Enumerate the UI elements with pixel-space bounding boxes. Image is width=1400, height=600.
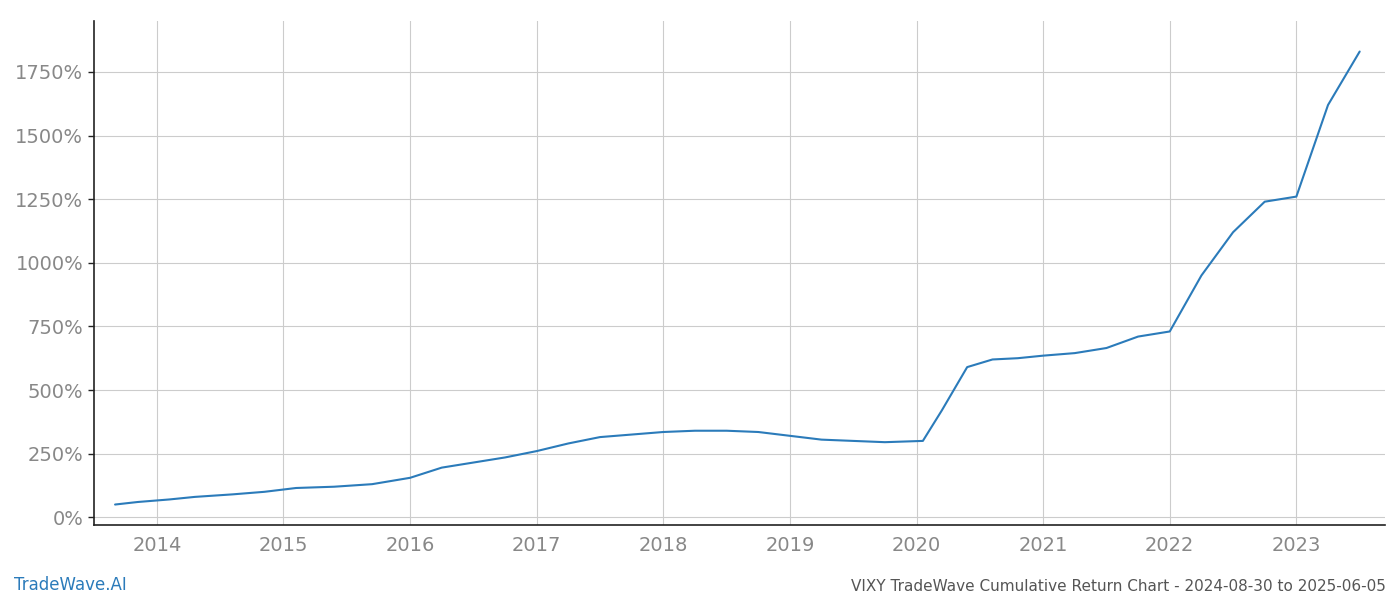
Text: VIXY TradeWave Cumulative Return Chart - 2024-08-30 to 2025-06-05: VIXY TradeWave Cumulative Return Chart -…: [851, 579, 1386, 594]
Text: TradeWave.AI: TradeWave.AI: [14, 576, 127, 594]
